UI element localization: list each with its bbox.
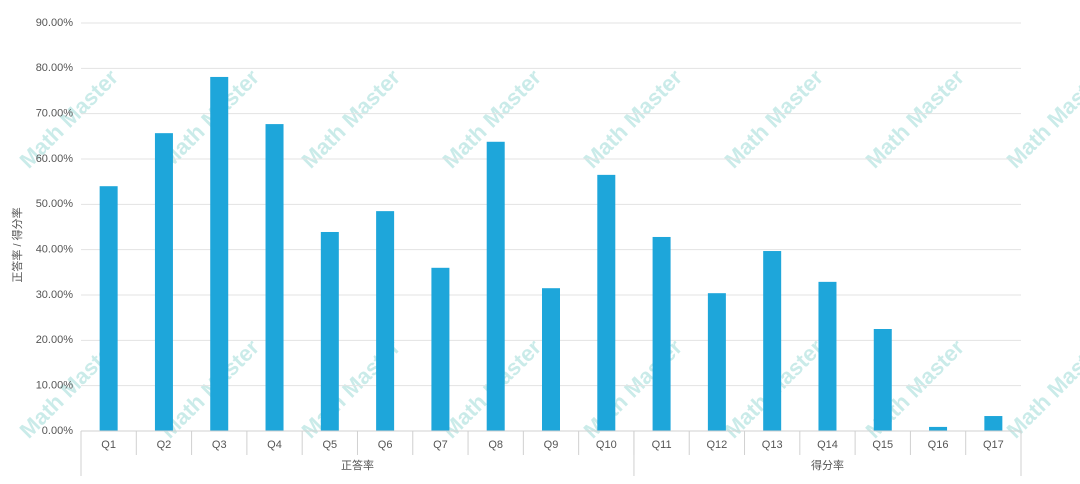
x-tick-label: Q12	[706, 439, 727, 451]
x-tick-label: Q8	[488, 439, 503, 451]
watermark: Math Master	[720, 64, 829, 173]
y-axis-label: 正答率 / 得分率	[10, 207, 24, 282]
group-label: 得分率	[811, 458, 844, 472]
x-tick-label: Q9	[544, 439, 559, 451]
bar	[376, 211, 395, 431]
y-tick-label: 30.00%	[36, 289, 74, 301]
watermark: Math Master	[1002, 64, 1080, 173]
watermark: Math Master	[297, 64, 406, 173]
bar	[763, 251, 782, 431]
bar	[265, 124, 284, 432]
bar	[542, 288, 560, 431]
bar	[707, 293, 726, 431]
watermark: Math Master	[579, 64, 688, 173]
bar	[873, 329, 892, 431]
x-tick-label: Q3	[212, 439, 227, 451]
bar	[210, 76, 229, 432]
x-tick-label: Q11	[652, 439, 672, 451]
bar	[652, 236, 671, 431]
y-tick-label: 60.00%	[36, 153, 74, 165]
y-tick-label: 70.00%	[36, 108, 74, 120]
group-label: 正答率	[341, 458, 374, 472]
x-tick-label: Q7	[433, 439, 448, 451]
watermark: Math Master	[861, 64, 970, 173]
bar	[431, 267, 450, 431]
bar	[486, 141, 505, 432]
x-tick-label: Q4	[267, 439, 282, 451]
y-tick-label: 80.00%	[36, 62, 74, 74]
bar	[984, 416, 1003, 431]
x-tick-label: Q2	[157, 439, 172, 451]
y-tick-label: 50.00%	[36, 198, 74, 210]
x-tick-label: Q17	[983, 439, 1004, 451]
watermark: Math Master	[579, 334, 688, 443]
y-tick-label: 90.00%	[36, 17, 74, 29]
bar	[99, 186, 118, 431]
y-tick-label: 0.00%	[42, 425, 73, 437]
x-tick-label: Q6	[378, 439, 393, 451]
bar	[154, 133, 173, 431]
x-tick-label: Q14	[817, 439, 838, 451]
bar	[929, 426, 948, 431]
y-tick-label: 10.00%	[36, 380, 74, 392]
y-tick-label: 20.00%	[36, 334, 74, 346]
bar	[320, 231, 339, 431]
x-tick-label: Q10	[596, 439, 617, 451]
y-tick-label: 40.00%	[36, 244, 74, 256]
x-tick-label: Q1	[101, 439, 116, 451]
bar	[818, 281, 837, 431]
x-tick-label: Q16	[928, 439, 949, 451]
x-tick-label: Q5	[322, 439, 337, 451]
x-tick-label: Q15	[872, 439, 893, 451]
x-tick-label: Q13	[762, 439, 783, 451]
bar	[597, 174, 616, 431]
watermark: Math Master	[1002, 334, 1080, 443]
